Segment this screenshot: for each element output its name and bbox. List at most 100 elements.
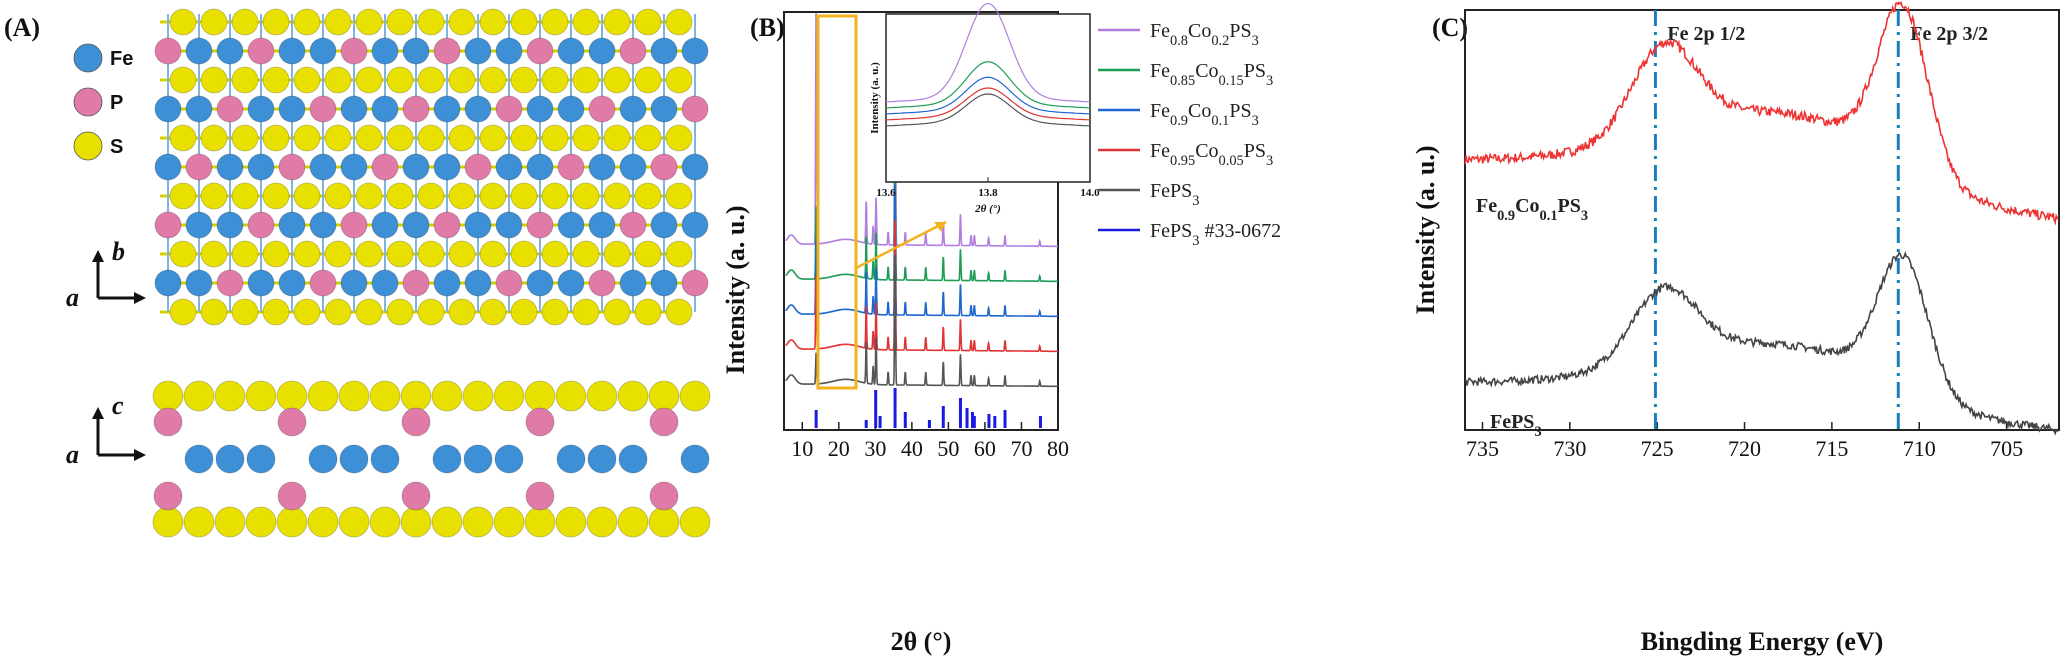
inset-tick-label: 13.6: [876, 187, 896, 199]
atom: [278, 153, 306, 181]
atom: [617, 380, 649, 412]
xps-series-Fe0.9Co0.1PS3: [1464, 1, 2059, 226]
atom: [619, 95, 647, 123]
atom: [216, 95, 244, 123]
atom: [338, 506, 370, 538]
atom: [510, 182, 538, 210]
atom: [541, 66, 569, 94]
atom: [541, 182, 569, 210]
xps-tick-label: 735: [1466, 436, 1499, 461]
atom: [153, 481, 183, 511]
atom: [214, 380, 246, 412]
panel-b-label: (B): [750, 13, 785, 42]
atom: [307, 506, 339, 538]
xrd-tick-label: 70: [1010, 436, 1032, 461]
atom: [184, 444, 214, 474]
xps-tick-label: 725: [1641, 436, 1674, 461]
atom: [479, 66, 507, 94]
atom: [247, 95, 275, 123]
atom: [355, 66, 383, 94]
atom: [433, 269, 461, 297]
reference-line-label: Fe 2p 3/2: [1910, 23, 1988, 45]
atom: [572, 124, 600, 152]
atom: [216, 153, 244, 181]
legend-label: Fe0.95Co0.05PS3: [1150, 140, 1273, 169]
atom: [200, 8, 228, 36]
atom: [277, 407, 307, 437]
atom: [619, 269, 647, 297]
atom: [462, 380, 494, 412]
atom: [495, 153, 523, 181]
atom: [386, 240, 414, 268]
legend-label: Fe0.85Co0.15PS3: [1150, 60, 1273, 89]
atom: [464, 95, 492, 123]
atom: [433, 211, 461, 239]
atom: [401, 407, 431, 437]
atom: [369, 506, 401, 538]
xps-tick-label: 705: [1990, 436, 2023, 461]
atom: [200, 298, 228, 326]
atom: [541, 298, 569, 326]
atom: [262, 66, 290, 94]
atom: [340, 269, 368, 297]
top-view-axes: b a: [66, 237, 146, 312]
inset-series: [885, 61, 1091, 109]
atom: [510, 298, 538, 326]
panel-c-label: (C): [1432, 13, 1468, 42]
xrd-patterns: [785, 13, 1058, 388]
atom: [402, 211, 430, 239]
axis-b-label: b: [112, 237, 125, 266]
atom: [185, 269, 213, 297]
xrd-tick-label: 20: [828, 436, 850, 461]
legend-s-sphere: [73, 131, 103, 161]
xps-reference-lines: Fe 2p 1/2 Fe 2p 3/2: [1653, 10, 1988, 430]
atom: [681, 95, 709, 123]
legend-label: FePS3 #33-0672: [1150, 220, 1281, 249]
atom: [479, 8, 507, 36]
atom: [650, 95, 678, 123]
inset-arrow: [855, 220, 947, 270]
atom: [555, 506, 587, 538]
atom: [200, 182, 228, 210]
atom: [154, 211, 182, 239]
xps-spectra: [1464, 1, 2059, 436]
atom: [433, 37, 461, 65]
atom: [402, 153, 430, 181]
atom: [154, 95, 182, 123]
atom: [463, 444, 493, 474]
atom: [479, 298, 507, 326]
atom: [231, 66, 259, 94]
atom: [276, 506, 308, 538]
atom: [152, 506, 184, 538]
atom: [665, 8, 693, 36]
atom: [247, 153, 275, 181]
atom: [369, 380, 401, 412]
atom: [185, 37, 213, 65]
atom: [479, 124, 507, 152]
atom: [634, 8, 662, 36]
atom: [417, 124, 445, 152]
atom: [648, 380, 680, 412]
atom: [371, 95, 399, 123]
atom: [526, 269, 554, 297]
atom: [216, 211, 244, 239]
axis-a-label-side: a: [66, 440, 79, 469]
xrd-series-Fe0.95Co0.05PS3: [785, 219, 1058, 353]
atom: [324, 298, 352, 326]
atom: [324, 66, 352, 94]
atom: [386, 298, 414, 326]
atom: [479, 240, 507, 268]
atom: [495, 269, 523, 297]
atom: [355, 298, 383, 326]
atom: [417, 8, 445, 36]
atom: [634, 66, 662, 94]
axis-a-label-top: a: [66, 283, 79, 312]
atom: [526, 37, 554, 65]
atom: [586, 506, 618, 538]
inset-x-label: 2θ (°): [974, 203, 1001, 215]
atom: [293, 298, 321, 326]
atom: [309, 269, 337, 297]
atom: [185, 95, 213, 123]
atom: [431, 506, 463, 538]
atom: [495, 37, 523, 65]
